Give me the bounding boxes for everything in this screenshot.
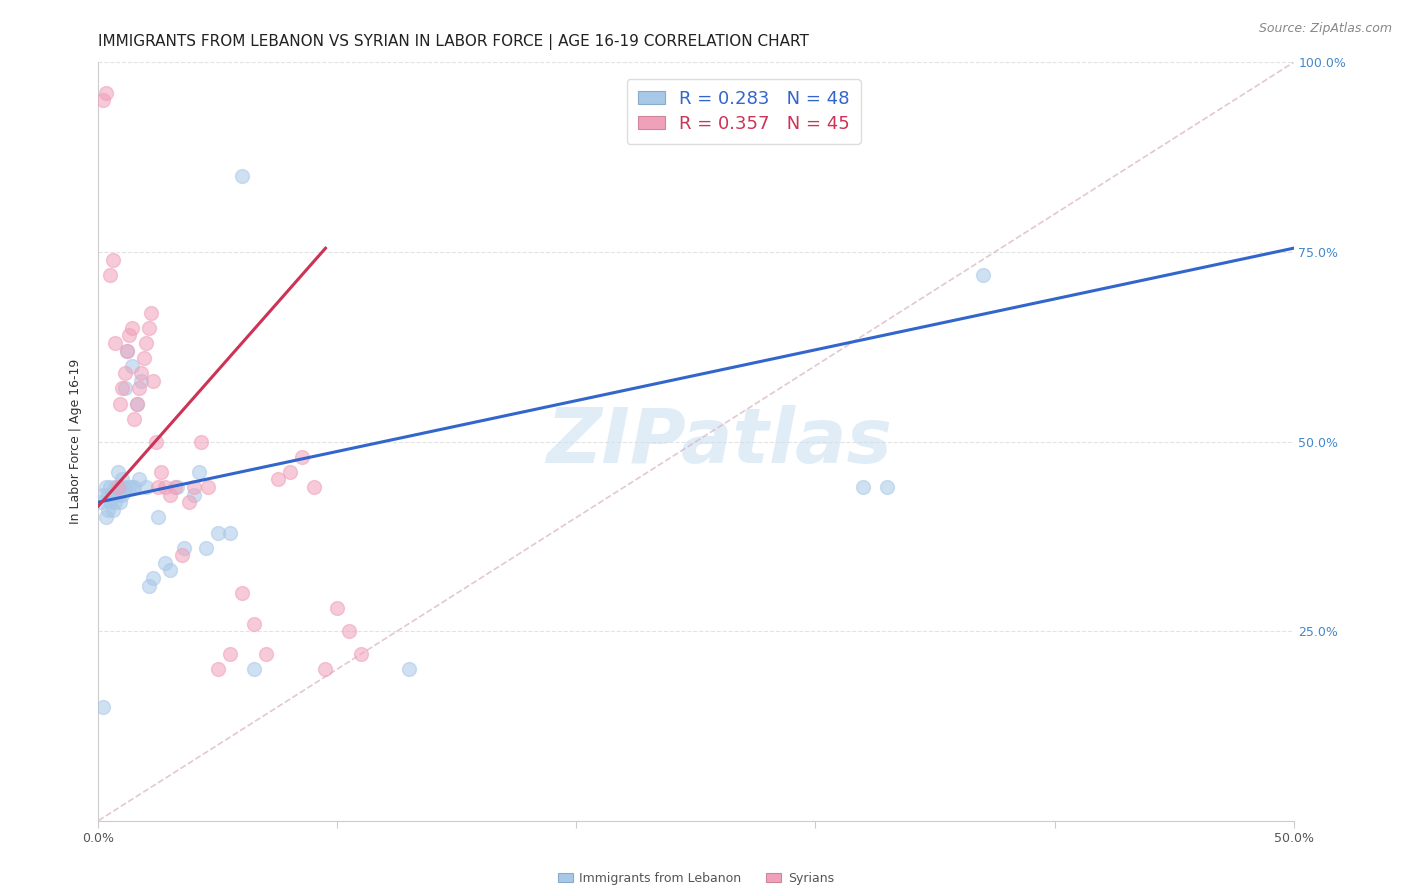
Point <box>315 662 337 676</box>
Point <box>108 396 131 410</box>
Point <box>876 480 898 494</box>
Point <box>124 480 146 494</box>
Legend: Immigrants from Lebanon, Syrians: Immigrants from Lebanon, Syrians <box>553 867 839 890</box>
Point <box>107 465 129 479</box>
Text: ZIPatlas: ZIPatlas <box>547 405 893 478</box>
Point <box>111 473 134 487</box>
Point <box>291 450 314 464</box>
Point <box>91 699 114 714</box>
Point <box>104 480 127 494</box>
Point <box>114 366 136 380</box>
Point <box>115 343 138 358</box>
Point <box>166 480 188 494</box>
Point <box>187 465 209 479</box>
Point <box>145 434 167 449</box>
Point <box>97 503 120 517</box>
Point <box>91 94 114 108</box>
Point <box>398 662 420 676</box>
Point <box>132 351 155 366</box>
Point <box>128 382 150 396</box>
Point <box>111 487 134 501</box>
Point <box>135 480 157 494</box>
Point <box>207 525 229 540</box>
Point <box>94 510 117 524</box>
Point <box>101 487 124 501</box>
Point <box>142 374 165 388</box>
Point <box>183 487 205 501</box>
Point <box>243 662 266 676</box>
Point <box>125 396 148 410</box>
Point <box>197 480 219 494</box>
Point <box>148 480 170 494</box>
Point <box>159 487 181 501</box>
Point <box>195 541 218 555</box>
Point <box>278 465 301 479</box>
Point <box>104 335 127 350</box>
Point <box>104 495 127 509</box>
Point <box>128 473 150 487</box>
Point <box>98 268 122 282</box>
Point <box>135 335 157 350</box>
Point <box>131 366 153 380</box>
Point <box>219 525 242 540</box>
Point <box>138 320 160 334</box>
Point <box>149 465 172 479</box>
Point <box>231 586 253 600</box>
Point <box>243 616 266 631</box>
Point <box>852 480 875 494</box>
Point <box>114 382 136 396</box>
Point <box>94 86 117 100</box>
Point <box>108 495 131 509</box>
Point <box>118 328 141 343</box>
Point <box>111 382 134 396</box>
Point <box>267 473 290 487</box>
Point <box>121 480 143 494</box>
Point <box>139 305 162 319</box>
Point <box>159 564 181 578</box>
Point <box>155 480 177 494</box>
Point <box>972 268 994 282</box>
Point <box>98 495 122 509</box>
Point <box>98 480 122 494</box>
Point <box>97 487 120 501</box>
Point <box>115 343 138 358</box>
Point <box>155 556 177 570</box>
Point <box>173 541 195 555</box>
Point <box>101 503 124 517</box>
Point <box>254 647 277 661</box>
Point <box>121 359 143 373</box>
Point <box>131 374 153 388</box>
Point <box>183 480 205 494</box>
Point <box>118 480 141 494</box>
Point <box>148 510 170 524</box>
Point <box>339 624 361 639</box>
Point <box>326 601 349 615</box>
Point <box>101 252 124 267</box>
Point <box>163 480 186 494</box>
Point <box>172 548 194 563</box>
Text: Source: ZipAtlas.com: Source: ZipAtlas.com <box>1258 22 1392 36</box>
Point <box>179 495 201 509</box>
Point <box>114 480 136 494</box>
Point <box>231 169 253 184</box>
Point <box>302 480 325 494</box>
Point <box>107 480 129 494</box>
Point <box>142 571 165 585</box>
Point <box>219 647 242 661</box>
Point <box>107 487 129 501</box>
Point <box>91 487 114 501</box>
Point <box>121 320 143 334</box>
Point <box>207 662 229 676</box>
Point <box>350 647 373 661</box>
Y-axis label: In Labor Force | Age 16-19: In Labor Force | Age 16-19 <box>69 359 83 524</box>
Point <box>125 396 148 410</box>
Text: IMMIGRANTS FROM LEBANON VS SYRIAN IN LABOR FORCE | AGE 16-19 CORRELATION CHART: IMMIGRANTS FROM LEBANON VS SYRIAN IN LAB… <box>98 34 810 50</box>
Point <box>124 412 146 426</box>
Point <box>90 495 112 509</box>
Point <box>138 579 160 593</box>
Point <box>108 480 131 494</box>
Point <box>94 480 117 494</box>
Point <box>190 434 212 449</box>
